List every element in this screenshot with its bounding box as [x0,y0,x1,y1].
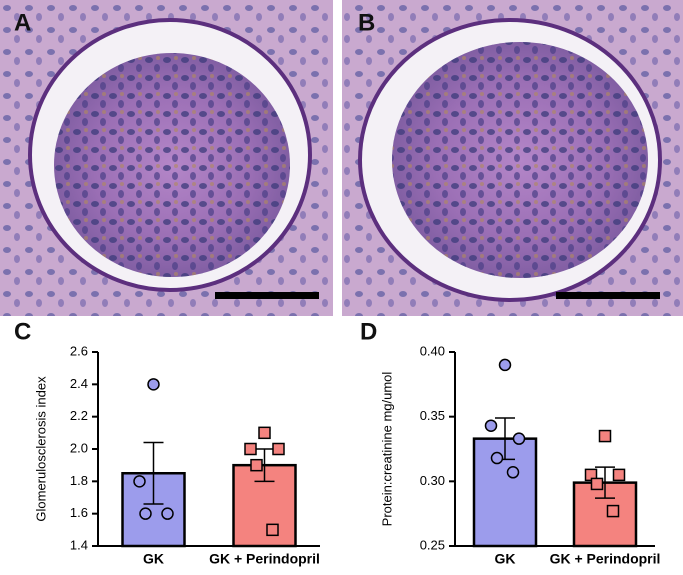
y-axis-label: Protein:creatinine mg/umol [379,372,394,527]
data-point [258,426,271,440]
data-point [484,419,498,432]
data-point [161,507,174,520]
data-point [139,507,152,520]
data-point [590,477,604,491]
panel-label: D [360,318,377,345]
panel-label: A [14,9,31,36]
data-point [133,475,146,488]
micrograph-b [342,0,683,316]
y-tick-label: 2.2 [70,408,88,423]
data-point [250,458,263,472]
data-point [266,523,279,537]
data-point [612,468,626,482]
x-tick-label: GK + Perindopril [209,551,320,567]
data-point [506,466,520,479]
x-tick-label: GK [143,551,164,567]
y-tick-label: 0.40 [420,343,445,358]
y-tick-label: 0.30 [420,473,445,488]
x-tick-label: GK + Perindopril [550,551,661,567]
micrograph-a [0,0,333,316]
data-point [272,442,285,456]
y-axis-label: Glomerulosclerosis index [33,376,48,522]
x-tick-label: GK [495,551,516,567]
panel-label: C [14,318,31,345]
data-point [244,442,257,456]
data-point [606,504,620,518]
panel-label: B [358,9,375,36]
data-point [147,378,160,391]
data-point [490,451,504,465]
data-point [498,358,512,372]
data-point [598,429,612,443]
y-tick-label: 2.4 [70,376,88,391]
y-tick-label: 0.35 [420,408,445,423]
data-point [512,432,526,445]
y-tick-label: 1.6 [70,505,88,520]
y-tick-label: 1.4 [70,537,88,552]
y-tick-label: 1.8 [70,473,88,488]
y-tick-label: 2.0 [70,440,88,455]
y-tick-label: 0.25 [420,537,445,552]
y-tick-label: 2.6 [70,343,88,358]
